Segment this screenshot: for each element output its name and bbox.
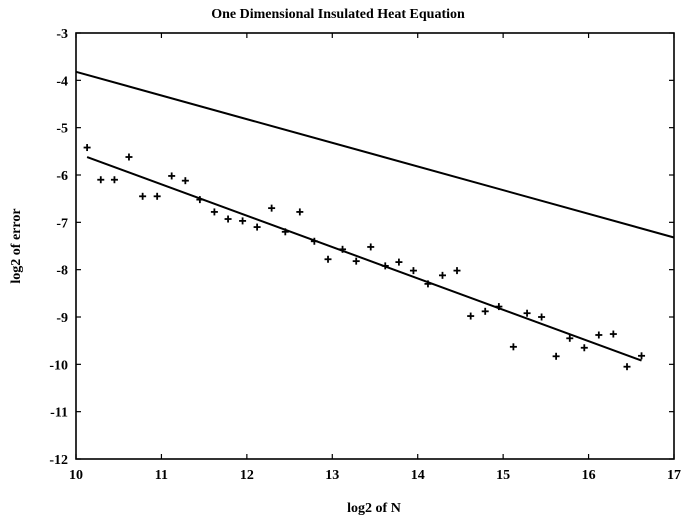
data-point [224, 215, 232, 223]
y-tick-label: -11 [50, 406, 68, 421]
y-tick-label: -4 [56, 74, 68, 89]
x-axis-label: log2 of N [347, 501, 401, 516]
data-point [310, 237, 318, 245]
data-point [268, 204, 276, 212]
data-point [296, 208, 304, 216]
chart-title: One Dimensional Insulated Heat Equation [211, 7, 465, 22]
x-tick-label: 11 [155, 468, 168, 483]
data-markers [83, 144, 646, 371]
data-point [538, 313, 546, 321]
y-tick-label: -5 [56, 122, 68, 137]
series-line [75, 70, 675, 239]
y-axis-label: log2 of error [9, 208, 24, 283]
data-point [381, 262, 389, 270]
data-point [210, 208, 218, 216]
data-point [125, 153, 133, 161]
data-point [438, 271, 446, 279]
y-tick-label: -12 [49, 453, 68, 468]
y-tick-label: -8 [56, 264, 68, 279]
data-point [110, 176, 118, 184]
axis-ticks [75, 32, 675, 460]
data-point [623, 363, 631, 371]
data-point [453, 267, 461, 275]
data-point [97, 176, 105, 184]
x-tick-label: 16 [582, 468, 596, 483]
y-tick-label: -6 [56, 169, 68, 184]
data-point [424, 280, 432, 288]
data-point [395, 258, 403, 266]
data-point [324, 255, 332, 263]
data-point [181, 177, 189, 185]
x-tick-label: 15 [496, 468, 510, 483]
data-point [467, 312, 475, 320]
tick-labels: 10 11 12 13 14 15 16 17 -3 -4 -5 -6 -7 -8 -9 -10 -11 -12 [49, 27, 681, 483]
data-point [168, 172, 176, 180]
series-lines [75, 70, 675, 362]
x-tick-label: 13 [325, 468, 339, 483]
data-point [153, 192, 161, 200]
x-tick-label: 10 [69, 468, 83, 483]
data-point [339, 245, 347, 253]
data-point [523, 309, 531, 317]
data-point [580, 344, 588, 352]
y-tick-label: -10 [49, 358, 68, 373]
data-point [552, 352, 560, 360]
data-point [196, 196, 204, 204]
data-point [253, 223, 261, 231]
x-tick-label: 12 [240, 468, 254, 483]
data-point [409, 267, 417, 275]
data-point [367, 243, 375, 251]
data-point [139, 192, 147, 200]
x-tick-label: 17 [667, 468, 681, 483]
series-line [86, 156, 642, 362]
y-tick-label: -7 [56, 216, 68, 231]
y-tick-label: -3 [56, 27, 68, 42]
data-point [595, 331, 603, 339]
data-point [83, 144, 91, 152]
data-point [495, 303, 503, 311]
data-point [281, 228, 289, 236]
data-point [609, 330, 617, 338]
data-point [239, 217, 247, 225]
data-point [566, 334, 574, 342]
x-tick-label: 14 [411, 468, 425, 483]
y-tick-label: -9 [56, 311, 68, 326]
plot-frame [75, 32, 675, 460]
data-point [352, 257, 360, 265]
data-point [509, 343, 517, 351]
data-point [481, 307, 489, 315]
data-point [638, 352, 646, 360]
